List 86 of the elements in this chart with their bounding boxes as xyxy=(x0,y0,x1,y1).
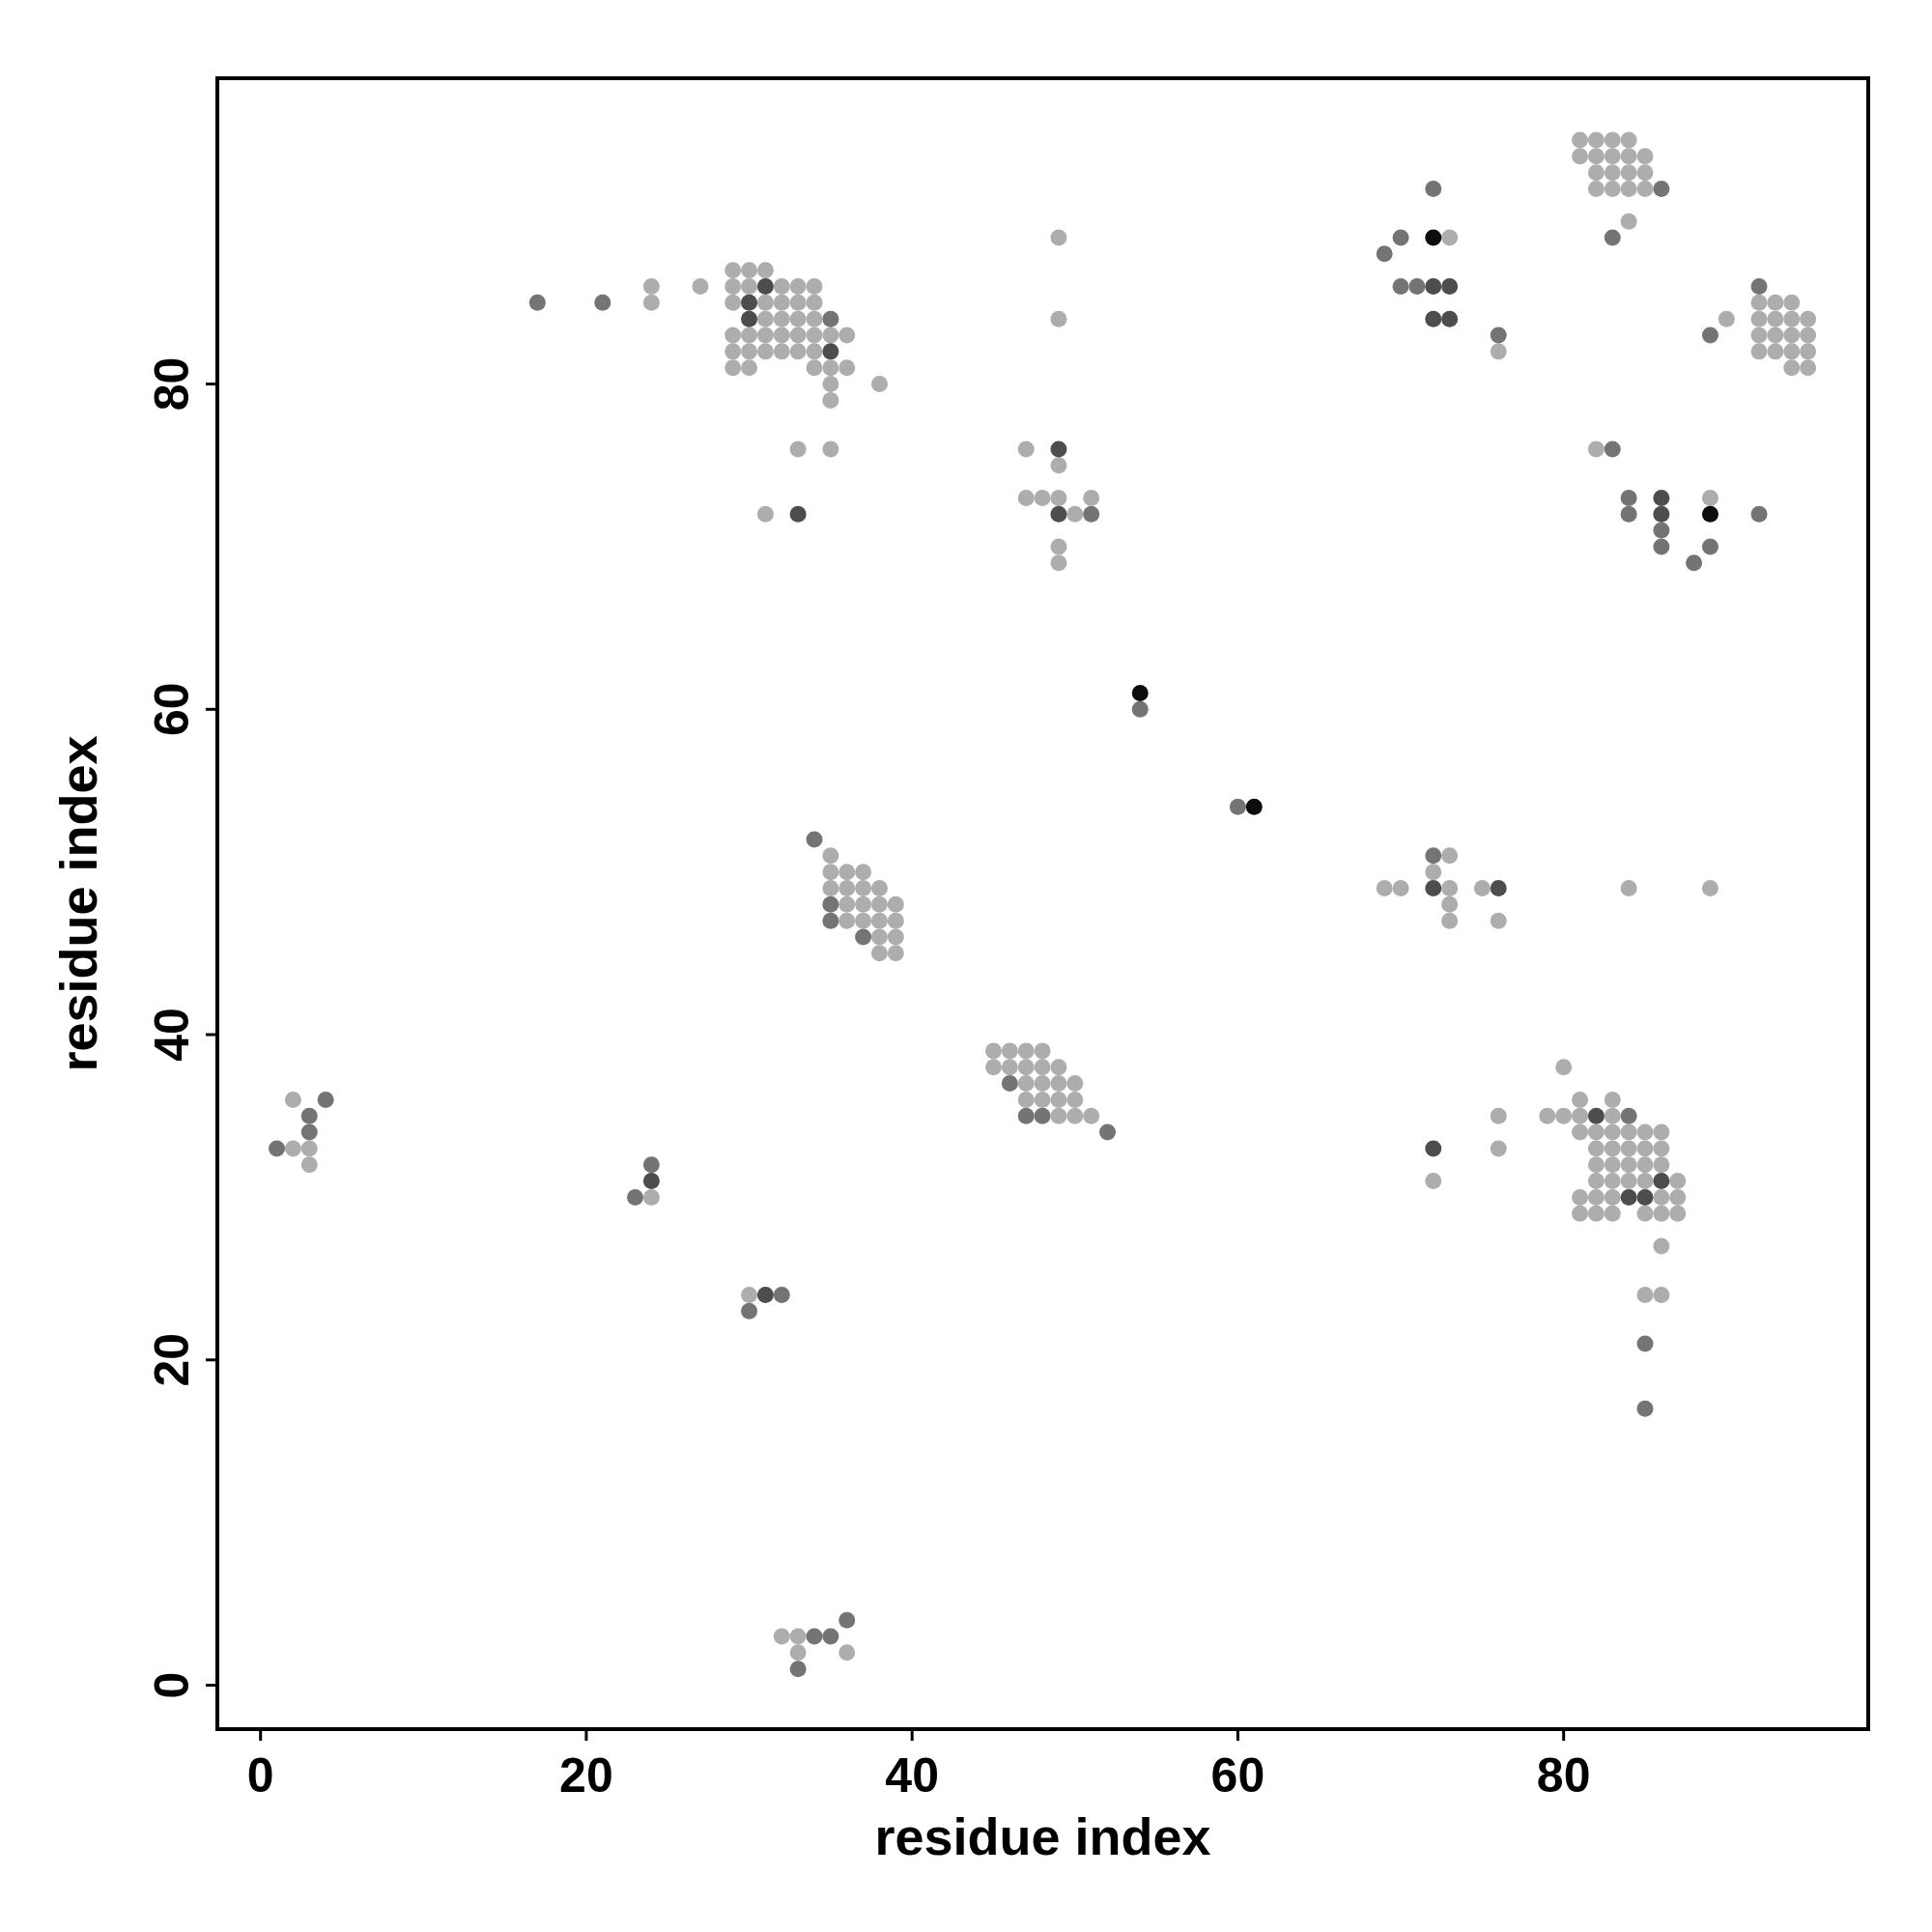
y-tick-label: 40 xyxy=(145,1008,199,1062)
point xyxy=(789,505,807,523)
point xyxy=(1425,880,1442,896)
point xyxy=(822,343,839,360)
point xyxy=(1620,1188,1637,1206)
point xyxy=(1441,278,1459,295)
point xyxy=(269,1140,286,1157)
y-tick-label: 60 xyxy=(145,682,199,737)
x-tick-label: 0 xyxy=(246,1748,274,1803)
point xyxy=(1425,278,1442,295)
point xyxy=(300,1107,318,1124)
point xyxy=(642,1156,660,1174)
point xyxy=(1376,245,1393,263)
x-tick-label: 60 xyxy=(1210,1748,1265,1803)
point xyxy=(1620,505,1637,523)
point xyxy=(1701,505,1719,523)
point xyxy=(1636,1400,1654,1417)
point xyxy=(1425,181,1442,197)
point xyxy=(1083,505,1100,523)
point xyxy=(822,895,839,913)
point xyxy=(806,1628,823,1645)
point xyxy=(1701,538,1719,555)
y-tick-label: 80 xyxy=(145,356,199,412)
point xyxy=(1034,1107,1051,1124)
point xyxy=(1425,1140,1442,1157)
point xyxy=(642,1173,660,1190)
point xyxy=(300,1123,318,1141)
point xyxy=(1441,310,1459,327)
point xyxy=(1701,327,1719,344)
point xyxy=(741,310,758,327)
point xyxy=(1425,310,1442,327)
point xyxy=(741,294,758,311)
point xyxy=(1653,505,1670,523)
y-axis-title: residue index xyxy=(49,735,107,1072)
point xyxy=(741,1302,758,1320)
point xyxy=(1653,489,1670,506)
point xyxy=(789,1661,807,1678)
point xyxy=(756,1286,774,1303)
point xyxy=(1636,1188,1654,1206)
point xyxy=(1636,1335,1654,1352)
point xyxy=(1653,1173,1670,1190)
y-tick-label: 20 xyxy=(145,1332,199,1387)
point xyxy=(806,831,823,848)
point xyxy=(1131,684,1149,701)
point xyxy=(822,912,839,929)
point xyxy=(1425,847,1442,865)
point xyxy=(1490,880,1507,896)
point xyxy=(1653,538,1670,555)
point xyxy=(1490,327,1507,344)
point xyxy=(838,1611,856,1629)
point xyxy=(1604,229,1621,246)
point xyxy=(1229,798,1246,815)
point xyxy=(1620,1107,1637,1124)
point xyxy=(1050,440,1067,458)
x-tick-label: 20 xyxy=(559,1748,613,1803)
point xyxy=(1017,1107,1035,1124)
point xyxy=(1099,1123,1117,1141)
point xyxy=(594,294,611,311)
point xyxy=(1131,700,1149,718)
point xyxy=(1408,278,1426,295)
point xyxy=(1392,229,1409,246)
point xyxy=(822,310,839,327)
x-tick-label: 80 xyxy=(1536,1748,1591,1803)
point xyxy=(1245,798,1263,815)
point xyxy=(1392,278,1409,295)
point xyxy=(1750,505,1768,523)
point xyxy=(773,1286,790,1303)
point xyxy=(1653,522,1670,539)
point xyxy=(1620,489,1637,506)
y-tick-label: 0 xyxy=(145,1671,199,1699)
point xyxy=(1604,440,1621,458)
x-tick-label: 40 xyxy=(885,1748,939,1803)
point xyxy=(1001,1075,1018,1093)
point xyxy=(822,1628,839,1645)
point xyxy=(1750,278,1768,295)
point xyxy=(1587,1107,1605,1124)
x-axis-title: residue index xyxy=(874,1807,1211,1865)
point xyxy=(528,294,546,311)
point xyxy=(1686,554,1703,572)
point xyxy=(627,1188,644,1206)
point xyxy=(1425,229,1442,246)
point xyxy=(855,928,872,946)
point xyxy=(1050,505,1067,523)
point xyxy=(756,278,774,295)
point xyxy=(1653,181,1670,197)
point xyxy=(317,1091,334,1108)
